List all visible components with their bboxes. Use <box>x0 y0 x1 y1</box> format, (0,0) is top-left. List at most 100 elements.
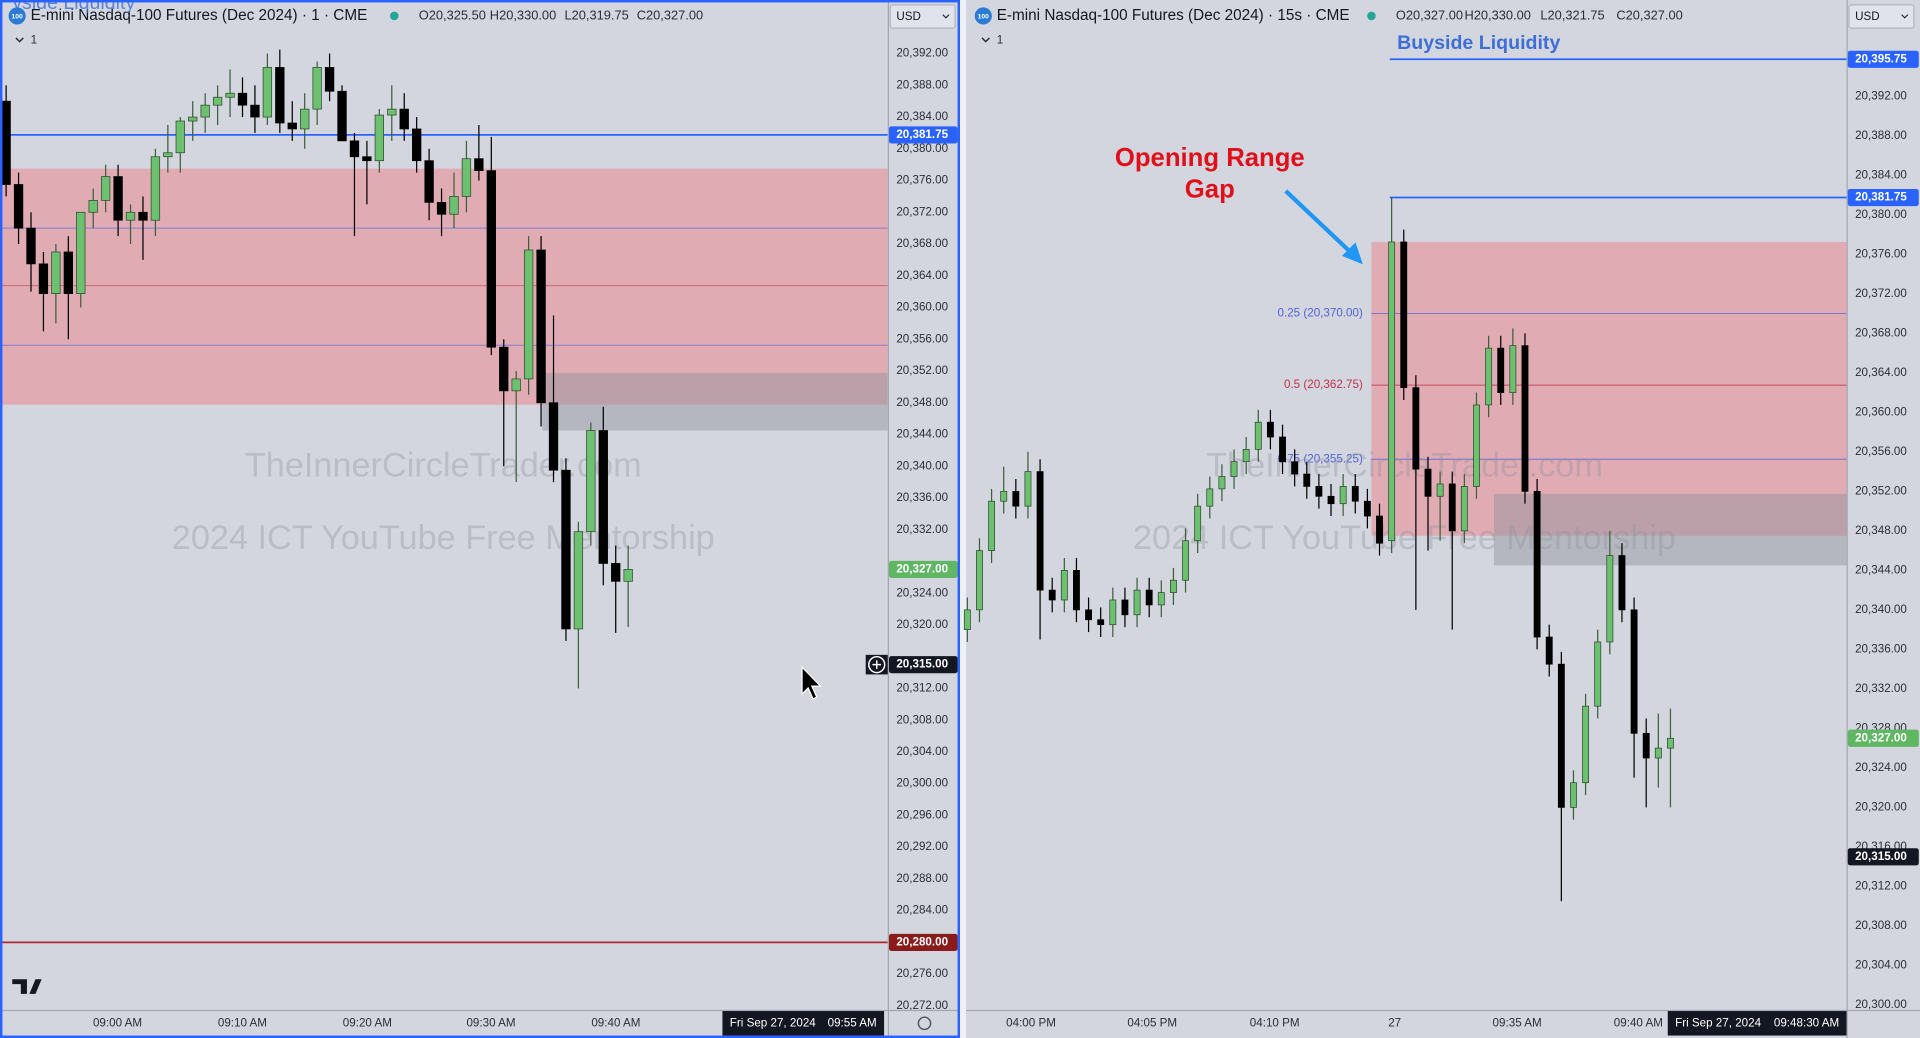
y-tick-label: 20,368.00 <box>1855 326 1907 339</box>
crosshair-date: Fri Sep 27, 2024 <box>730 1016 817 1029</box>
candle-body <box>374 114 384 162</box>
candle-body <box>399 108 409 130</box>
candle-body <box>1436 483 1444 497</box>
settings-icon[interactable] <box>917 1016 932 1031</box>
y-tick-label: 20,364.00 <box>896 269 948 282</box>
currency-button[interactable] <box>1848 4 1915 29</box>
selected-pane-border <box>0 0 960 1038</box>
y-tick-label: 20,376.00 <box>896 174 948 187</box>
x-tick-label: 09:10 AM <box>218 1016 267 1029</box>
candle-body <box>237 92 248 106</box>
candle-body <box>548 402 559 471</box>
candle-body <box>536 249 546 404</box>
candle-body <box>611 563 621 582</box>
candle-body <box>1533 490 1541 638</box>
overlay-label: yside Liquidity <box>12 0 135 14</box>
candle-body <box>1557 663 1565 808</box>
candle-body <box>523 249 534 380</box>
candle-body <box>100 176 111 201</box>
candle-body <box>1473 404 1480 487</box>
candle-body <box>474 158 484 171</box>
candle-body <box>349 140 360 158</box>
price-tag <box>1847 729 1919 747</box>
crosshair-plus-icon[interactable] <box>868 655 886 674</box>
y-tick-label: 20,344.00 <box>1855 563 1907 576</box>
candle-body <box>1291 461 1299 475</box>
y-tick-label: 20,392.00 <box>1855 89 1907 102</box>
candle-body <box>387 108 397 116</box>
candle-body <box>125 211 136 221</box>
zone <box>1493 493 1847 566</box>
ohlc-value: H20,330.00 <box>1464 7 1530 22</box>
candle-body <box>1618 555 1626 611</box>
candle-body <box>1218 476 1226 490</box>
candle-body <box>1485 347 1493 406</box>
pane-count: 1 <box>31 33 37 46</box>
level-label: 0.5 (20,362.75) <box>1284 378 1363 391</box>
y-tick-label: 20,304.00 <box>896 745 948 758</box>
candle-body <box>449 196 459 215</box>
collapse-chevron <box>15 37 24 43</box>
candle-body <box>436 201 447 215</box>
y-tick-label: 20,352.00 <box>896 364 948 377</box>
candle-body <box>200 104 210 118</box>
candle-body <box>598 430 608 564</box>
y-tick-label: 20,332.00 <box>896 523 948 536</box>
currency-chevron <box>1901 14 1909 19</box>
y-tick-label: 20,372.00 <box>1855 287 1907 300</box>
candle-body <box>1363 500 1371 517</box>
candle-body <box>13 184 24 229</box>
price-tag-label: 20,315.00 <box>1855 850 1907 863</box>
y-tick-label: 20,336.00 <box>1855 642 1907 655</box>
annotation-arrow <box>1284 189 1354 255</box>
y-tick-label: 20,380.00 <box>1855 208 1907 221</box>
price-tag-label: 20,280.00 <box>896 935 948 948</box>
currency-label: USD <box>896 10 921 23</box>
ohlc-value: O20,325.50 <box>419 7 486 22</box>
candle-body <box>262 67 273 118</box>
status-dot <box>1367 11 1376 21</box>
crosshair-plus <box>872 660 882 669</box>
candle-body <box>1460 486 1468 532</box>
candle-body <box>1654 747 1662 759</box>
candle-body <box>1339 486 1347 505</box>
candle-body <box>424 160 434 203</box>
symbol-badge-label: 100 <box>12 13 23 20</box>
x-tick-label: 09:00 AM <box>93 1016 142 1029</box>
zone <box>542 372 888 431</box>
candle-body <box>486 170 496 348</box>
candle-body <box>1 100 11 185</box>
ohlc-value: C20,327.00 <box>637 7 703 22</box>
x-tick-label: 04:10 PM <box>1250 1016 1300 1029</box>
candle-body <box>1000 490 1008 502</box>
candle-body <box>1400 241 1408 389</box>
watermark: TheInnerCircleTrader.com <box>1206 447 1603 485</box>
watermark: 2024 ICT YouTube Free Mentorship <box>1133 519 1676 557</box>
candle-body <box>963 609 971 630</box>
price-tag-label: 20,315.00 <box>896 658 948 671</box>
y-tick-label: 20,308.00 <box>896 713 948 726</box>
mouse-cursor <box>801 665 822 700</box>
crosshair-date-box <box>722 1011 885 1036</box>
candle-body <box>1667 737 1674 749</box>
x-tick-label: 09:40 AM <box>1614 1016 1663 1029</box>
crosshair-time: 09:55 AM <box>828 1016 877 1029</box>
candle-body <box>1315 486 1323 497</box>
annotation-buyside: Buyside Liquidity <box>1397 32 1560 54</box>
symbol-title: E-mini Nasdaq-100 Futures (Dec 2024) · 1… <box>997 7 1350 24</box>
candle-body <box>1182 540 1189 581</box>
candle-body <box>573 531 584 630</box>
x-tick-label: 04:00 PM <box>1006 1016 1056 1029</box>
currency-button[interactable] <box>889 4 956 29</box>
price-tag-label: 20,395.75 <box>1855 52 1907 65</box>
crosshair-date: Fri Sep 27, 2024 <box>1675 1016 1762 1029</box>
status-dot <box>390 11 399 21</box>
y-tick-label: 20,288.00 <box>896 872 948 885</box>
candle-body <box>1497 347 1505 393</box>
crosshair-time: 09:48:30 AM <box>1774 1016 1839 1029</box>
currency-chevron <box>942 14 950 19</box>
price-axis <box>887 0 959 1010</box>
ohlc-value: L20,321.75 <box>1540 7 1604 22</box>
